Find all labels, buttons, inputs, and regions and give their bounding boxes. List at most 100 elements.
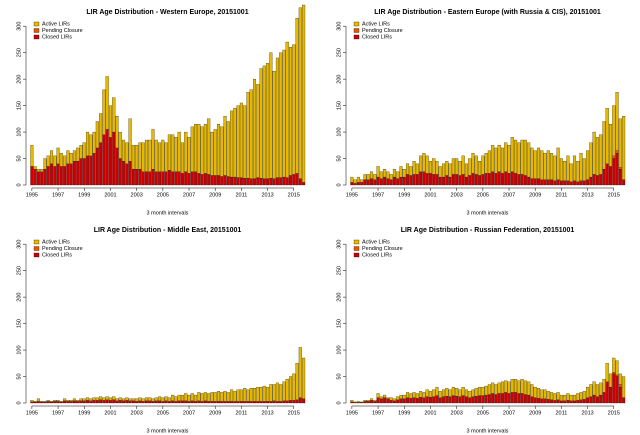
y-tick-label: 150 <box>336 319 342 328</box>
bar-segment <box>572 155 577 181</box>
bar-segment <box>99 396 103 400</box>
bar-segment <box>582 158 586 181</box>
bar-segment <box>546 179 550 186</box>
bar-segment <box>494 394 498 404</box>
bar-segment <box>464 163 468 178</box>
bar-segment <box>360 401 364 403</box>
bar-segment <box>128 118 132 162</box>
bar-segment <box>586 179 590 186</box>
bar-segment <box>279 401 283 404</box>
bar-segment <box>223 116 227 176</box>
bar-segment <box>445 161 449 176</box>
bar-segment <box>105 76 109 130</box>
bar-segment <box>223 175 227 186</box>
legend-label: Active LIRs <box>362 21 390 27</box>
bar-segment <box>59 166 63 186</box>
bar-segment <box>30 400 34 403</box>
bar-segment <box>282 176 286 186</box>
bar-segment <box>406 163 410 175</box>
bar-segment <box>275 57 279 178</box>
bar-segment <box>494 384 498 395</box>
bar-segment <box>230 401 234 404</box>
bar-segment <box>487 150 491 174</box>
bar-segment <box>167 401 171 404</box>
bar-segment <box>144 400 148 404</box>
bar-segment <box>115 147 119 186</box>
bar-segment <box>468 391 472 398</box>
x-tick-label: 2005 <box>477 410 489 416</box>
bar-segment <box>618 168 622 186</box>
bar-segment <box>559 180 563 186</box>
bar-segment <box>392 400 396 404</box>
bar-segment <box>360 179 364 183</box>
bar-segment <box>419 171 423 186</box>
bar-segment <box>432 174 436 186</box>
bar-segment <box>484 394 488 404</box>
bar-segment <box>56 147 60 164</box>
bar-segment <box>422 397 426 404</box>
bar-segment <box>569 181 573 186</box>
bar-segment <box>262 401 266 404</box>
bar-segment <box>187 401 191 404</box>
bar-segment <box>105 396 109 400</box>
bar-segment <box>428 161 432 174</box>
y-tick-label: 250 <box>16 266 22 275</box>
y-tick-label: 200 <box>336 75 342 84</box>
bar-segment <box>33 166 37 170</box>
bar-segment <box>520 393 524 404</box>
bar-segment <box>154 171 158 186</box>
bar-segment <box>556 179 560 186</box>
x-tick-label: 1997 <box>372 192 384 198</box>
bar-segment <box>448 389 452 397</box>
bar-segment <box>507 381 511 394</box>
x-tick-label: 2007 <box>183 410 195 416</box>
bar-segment <box>442 389 446 397</box>
bar-segment <box>536 398 541 404</box>
bar-segment <box>154 397 158 402</box>
bar-segment <box>504 171 508 186</box>
bar-segment <box>43 401 47 403</box>
bar-segment <box>605 363 609 382</box>
bar-segment <box>586 386 590 398</box>
bar-segment <box>468 397 472 404</box>
y-tick-label: 200 <box>16 293 22 302</box>
bar-segment <box>210 392 214 402</box>
bar-segment <box>425 173 429 186</box>
bar-segment <box>275 382 279 402</box>
x-tick-label: 2003 <box>451 410 463 416</box>
bar-segment <box>279 384 283 402</box>
bar-segment <box>272 400 276 404</box>
bar-segment <box>262 385 266 402</box>
bar-segment <box>497 393 501 404</box>
bar-segment <box>233 391 237 402</box>
bar-segment <box>396 399 400 404</box>
x-tick-label: 2013 <box>261 192 273 198</box>
bar-segment <box>412 161 416 175</box>
bar-segment <box>213 129 217 176</box>
bar-segment <box>112 97 116 133</box>
x-tick-label: 1997 <box>52 410 64 416</box>
bar-segment <box>82 400 86 404</box>
bar-segment <box>210 175 214 186</box>
bar-segment <box>89 400 93 404</box>
bar-segment <box>63 398 67 402</box>
bar-segment <box>33 401 37 404</box>
bar-segment <box>122 400 126 404</box>
bar-segment <box>622 179 626 186</box>
bar-segment <box>622 376 626 398</box>
bar-segment <box>184 131 188 172</box>
bar-segment <box>230 389 234 402</box>
bar-segment <box>556 399 560 404</box>
bar-segment <box>122 161 126 186</box>
legend-swatch <box>353 34 360 40</box>
x-tick-label: 2015 <box>288 410 300 416</box>
bar-segment <box>56 163 60 186</box>
bar-segment <box>200 401 204 404</box>
legend-label: Pending Closure <box>362 246 403 252</box>
bar-segment <box>376 166 380 178</box>
bar-segment <box>445 175 449 186</box>
bar-segment <box>233 401 237 404</box>
bar-segment <box>579 392 583 400</box>
y-tick-label: 150 <box>336 101 342 110</box>
bar-segment <box>514 139 518 174</box>
